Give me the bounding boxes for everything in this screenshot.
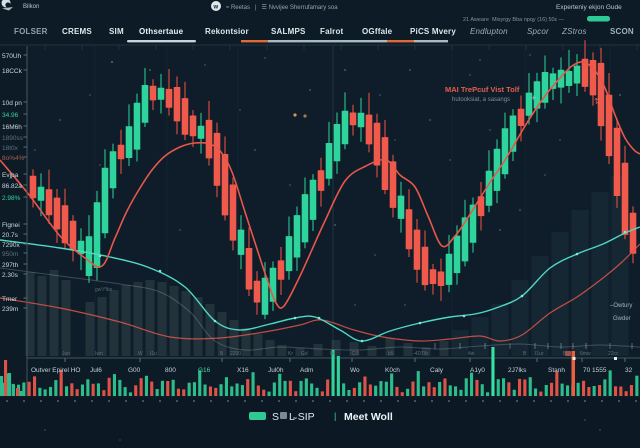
svg-text:L̴ SIP: L̴ SIP [289, 411, 315, 423]
svg-text:⇅: ⇅ [594, 97, 601, 106]
svg-text:X16: X16 [237, 367, 249, 374]
svg-text:Jun: Jun [62, 351, 70, 357]
svg-text:-CI5: -CI5 [350, 351, 360, 357]
svg-text:Meet Woll: Meet Woll [344, 411, 393, 423]
svg-text:Falrot: Falrot [320, 27, 344, 36]
svg-text:B: B [220, 351, 224, 357]
svg-text:10d pn: 10d pn [2, 100, 22, 107]
svg-text:Flgnei: Flgnei [2, 222, 20, 229]
svg-text:Tmer: Tmer [2, 296, 18, 303]
svg-text:+: + [531, 93, 536, 103]
svg-text:950m: 950m [2, 251, 18, 258]
svg-text:34.96: 34.96 [2, 112, 19, 119]
svg-text:Othsertaue: Othsertaue [139, 27, 184, 36]
svg-text:A1y0: A1y0 [470, 367, 485, 374]
svg-text:SALMPS: SALMPS [271, 27, 306, 36]
svg-text:6mw: 6mw [580, 351, 591, 357]
svg-text:16M6h: 16M6h [2, 124, 22, 131]
svg-text:2.98%: 2.98% [2, 195, 21, 202]
svg-text:Spcor: Spcor [527, 27, 549, 36]
svg-text:hutooksiat, a sasangs: hutooksiat, a sasangs [452, 97, 510, 103]
svg-text:B: B [523, 351, 527, 357]
svg-text:570Uh: 570Uh [2, 53, 22, 60]
svg-text:18CCk: 18CCk [2, 68, 23, 75]
svg-text:Jul6: Jul6 [90, 367, 102, 374]
svg-text:K0ch: K0ch [385, 367, 400, 374]
svg-text:Gwder: Gwder [613, 316, 631, 322]
svg-text:Caly: Caly [430, 367, 444, 374]
svg-text:b5: b5 [388, 351, 394, 357]
svg-text:PiCS Mvery: PiCS Mvery [410, 27, 456, 36]
svg-text:G16: G16 [198, 367, 211, 374]
svg-text:Adm: Adm [300, 367, 313, 374]
svg-text:-4D7/b: -4D7/b [413, 351, 428, 357]
svg-text:ZStros: ZStros [561, 27, 587, 36]
svg-text:MAI TrePcuf Vist Tolf: MAI TrePcuf Vist Tolf [445, 85, 520, 94]
svg-text:18t0x: 18t0x [2, 145, 19, 152]
svg-text:Jul0h: Jul0h [268, 367, 284, 374]
svg-text:Wo: Wo [350, 367, 360, 374]
svg-text:–Owtury: –Owtury [610, 303, 632, 309]
svg-text:I1u: I1u [150, 351, 157, 357]
svg-text:OGffale: OGffale [362, 27, 393, 36]
svg-text:2.30s: 2.30s [2, 272, 19, 279]
svg-text:w: w [213, 5, 219, 11]
svg-text:800: 800 [165, 367, 176, 374]
svg-text:G00: G00 [128, 367, 141, 374]
svg-text:Bilkon: Bilkon [23, 4, 39, 10]
svg-text:1890ss: 1890ss [2, 135, 24, 142]
svg-text:32: 32 [625, 367, 633, 374]
svg-text:SCON: SCON [610, 27, 634, 36]
svg-text:SIM: SIM [109, 27, 124, 36]
svg-text:S: S [272, 411, 279, 423]
svg-text:W: W [138, 351, 143, 357]
svg-text:Experteniy ekjon Gude: Experteniy ekjon Gude [556, 4, 622, 11]
svg-text:2200: 2200 [230, 351, 241, 357]
svg-text:FOLSER: FOLSER [14, 27, 48, 36]
svg-text:≈ Reetas | ☰ Nvvijee Sherr: ≈ Reetas | ☰ Nvvijee Sherrufamary soa [226, 4, 338, 11]
svg-text:gw't*lbe: gw't*lbe [95, 287, 113, 293]
svg-text:22cc: 22cc [608, 351, 619, 357]
svg-text:CREMS: CREMS [62, 27, 92, 36]
svg-text:|: | [334, 411, 336, 421]
svg-text:Endlupton: Endlupton [470, 27, 508, 36]
svg-text:Stanh: Stanh [548, 367, 565, 374]
svg-text:Outver Epirel HO: Outver Epirel HO [31, 367, 81, 374]
svg-text:Evjpa: Evjpa [2, 172, 19, 179]
svg-text:70 1555: 70 1555 [583, 367, 607, 374]
svg-text:Iwn: Iwn [95, 351, 103, 357]
svg-text:Rekontsior: Rekontsior [205, 27, 249, 36]
svg-text:239m: 239m [2, 306, 18, 313]
svg-text:297th: 297th [2, 262, 19, 269]
svg-text:Gd: Gd [301, 351, 308, 357]
svg-text:7290x: 7290x [2, 242, 20, 249]
svg-text:21 Aweare Misyrgy Bba npqy (1: 21 Aweare Misyrgy Bba npqy (16) 50ε — [463, 17, 565, 23]
svg-text:20.7s: 20.7s [2, 232, 19, 239]
svg-text:8o%4%: 8o%4% [2, 155, 25, 162]
svg-text:86.82a: 86.82a [2, 183, 22, 190]
svg-text:4w: 4w [468, 351, 475, 357]
svg-text:B: B [563, 351, 567, 357]
svg-text:Kr: Kr [288, 351, 293, 357]
svg-text:2J7lks: 2J7lks [508, 367, 527, 374]
svg-text:Bi: Bi [330, 351, 334, 357]
svg-text:I1ur: I1ur [535, 351, 544, 357]
